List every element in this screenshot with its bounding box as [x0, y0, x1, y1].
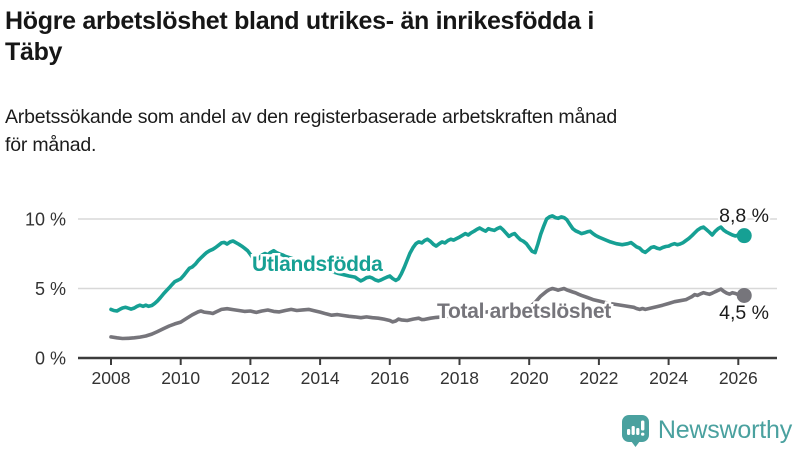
x-tick-label-2010: 2010 [161, 368, 200, 388]
x-tick-label-2026: 2026 [719, 368, 758, 388]
x-tick-label-2014: 2014 [301, 368, 340, 388]
y-tick-label-0-percent: 0 % [35, 349, 66, 369]
newsworthy-logo[interactable]: Newsworthy [621, 414, 792, 447]
utlandsfodda-end-dot [736, 228, 752, 244]
total-arbetsloshet-end-dot [736, 287, 752, 303]
x-tick-label-2008: 2008 [92, 368, 131, 388]
subtitle-line-2: för månad. [5, 134, 97, 156]
y-tick-label-5-percent: 5 % [35, 279, 66, 299]
x-tick-label-2018: 2018 [440, 368, 479, 388]
newsworthy-wordmark: Newsworthy [657, 416, 792, 444]
x-tick-label-2016: 2016 [370, 368, 409, 388]
x-tick-label-2024: 2024 [649, 368, 688, 388]
chart-header: Högre arbetslöshet bland utrikes- än inr… [5, 6, 785, 68]
page-title-line-2: Täby [5, 38, 63, 66]
utlandsfodda-end-value-label: 8,8 % [719, 205, 769, 227]
chart-subtitle: Arbetssökande som andel av den registerb… [5, 103, 791, 159]
page-title-line-1: Högre arbetslöshet bland utrikes- än inr… [5, 7, 594, 35]
utlandsfodda-line [109, 214, 747, 313]
total-arbetsloshet-end-value-label: 4,5 % [719, 302, 769, 324]
x-tick-label-2012: 2012 [231, 368, 270, 388]
utlandsfodda-series-label: Utlandsfödda [252, 253, 383, 276]
newsworthy-icon [621, 415, 649, 447]
x-tick-label-2020: 2020 [510, 368, 549, 388]
x-tick-label-2022: 2022 [579, 368, 618, 388]
y-tick-label-10-percent: 10 % [25, 210, 66, 230]
subtitle-line-1: Arbetssökande som andel av den registerb… [5, 106, 618, 128]
total-arbetsloshet-series-label: Total arbetslöshet [437, 300, 611, 323]
total-arbetsloshet-line [109, 286, 747, 341]
